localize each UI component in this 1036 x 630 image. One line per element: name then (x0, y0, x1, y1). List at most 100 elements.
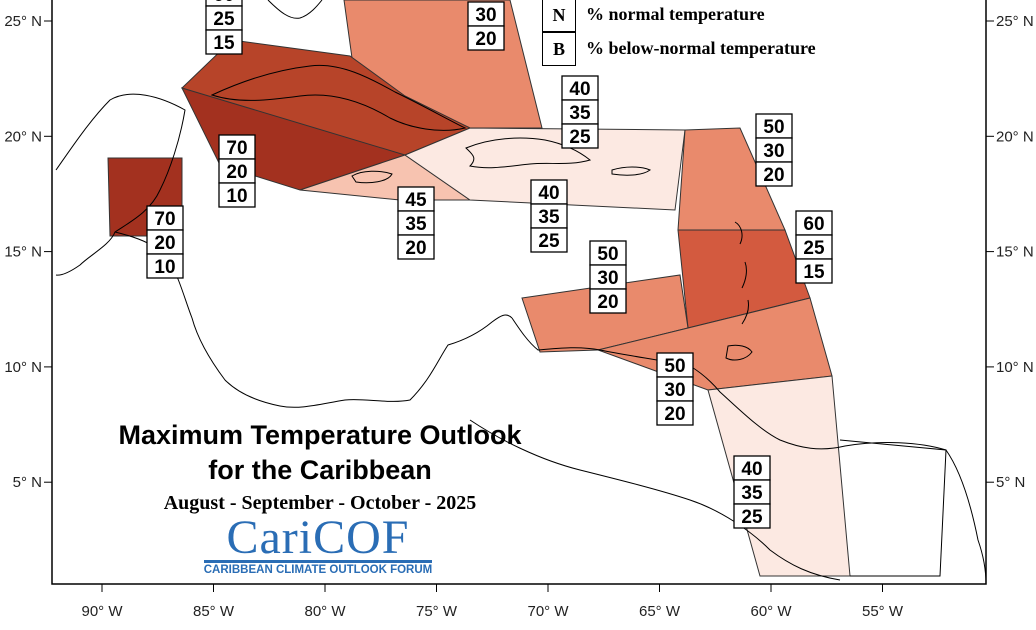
prob-cell (795, 258, 833, 284)
prob-cell (656, 400, 694, 426)
prob-cell (530, 227, 568, 253)
prob-box-guianas: 40 35 25 (733, 455, 771, 529)
longitude-ticks: 90° W 85° W 80° W 75° W 70° W 65° W 60° W 55° W (81, 584, 904, 620)
prob-cell (205, 29, 243, 55)
prob-cell (755, 161, 793, 187)
prob-box-hispaniola: 40 35 25 (530, 179, 568, 253)
prob-value: 20 (597, 292, 618, 313)
prob-value: 30 (763, 141, 784, 162)
prob-cell (561, 123, 599, 149)
prob-value: 70 (226, 138, 247, 159)
prob-box-windward-islands: 60 25 15 (795, 210, 833, 284)
lat-tick-label-right: 5° N (996, 474, 1025, 491)
prob-value: 60 (803, 214, 824, 235)
lat-tick-label-left: 20° N (4, 128, 42, 145)
legend-label-normal: % normal temperature (586, 4, 765, 24)
latitude-ticks: 25° N 25° N 20° N 20° N 15° N 15° N 10° N 10° N… (4, 13, 1033, 491)
prob-cell (530, 179, 568, 205)
lat-tick-label-right: 10° N (996, 359, 1034, 376)
prob-value: 10 (154, 257, 175, 278)
prob-cell (467, 1, 505, 27)
prob-value: 40 (741, 459, 762, 480)
probability-boxes: 3020602515702010702010453520403525403525… (146, 0, 833, 529)
prob-value: 25 (538, 231, 560, 252)
prob-value: 25 (569, 127, 591, 148)
prob-value: 40 (569, 79, 590, 100)
lon-tick-label: 65° W (639, 603, 681, 620)
map-title-line1: Maximum Temperature Outlook (118, 420, 522, 450)
prob-value: 50 (763, 117, 784, 138)
prob-cell (146, 205, 184, 231)
prob-cell (397, 210, 435, 236)
prob-cell (589, 264, 627, 290)
prob-cell (561, 75, 599, 101)
prob-cell (530, 203, 568, 229)
lon-tick-label: 70° W (527, 603, 569, 620)
prob-cell (467, 25, 505, 51)
logo-subtitle: CARIBBEAN CLIMATE OUTLOOK FORUM (203, 564, 433, 576)
prob-cell (218, 182, 256, 208)
prob-cell (755, 137, 793, 163)
region-guianas (707, 375, 851, 577)
prob-value: 20 (763, 165, 784, 186)
prob-box-trinidad-barbados: 50 30 20 (656, 352, 694, 426)
lat-tick-label-left: 5° N (13, 474, 42, 491)
map-frame (51, 0, 987, 585)
prob-value: 20 (475, 29, 496, 50)
prob-cell (146, 253, 184, 279)
logo-rule (204, 560, 432, 563)
prob-value: 35 (405, 214, 427, 235)
prob-cell (205, 5, 243, 31)
lon-tick-label: 55° W (862, 603, 904, 620)
prob-cell (755, 113, 793, 139)
prob-value: 25 (741, 507, 763, 528)
prob-cell (733, 455, 771, 481)
prob-box-northern-lesser-antilles: 50 30 20 (755, 113, 793, 187)
prob-value: 50 (597, 244, 618, 265)
prob-box-cayman-jamaica-north: 70 20 10 (218, 134, 256, 208)
prob-cell (589, 288, 627, 314)
prob-value: 20 (226, 162, 247, 183)
prob-value: 15 (803, 262, 825, 283)
caricof-logo: CariCOF CARIBBEAN CLIMATE OUTLOOK FORUM (198, 512, 438, 582)
outlook-regions (107, 0, 851, 577)
prob-cell (561, 99, 599, 125)
legend-key-below: B (542, 32, 576, 66)
prob-box-cuba-west: 60 25 15 (205, 0, 243, 55)
prob-value: 35 (569, 103, 591, 124)
map-title-line2: for the Caribbean (208, 455, 432, 485)
prob-value: 70 (154, 209, 175, 230)
coastlines (55, 0, 987, 585)
prob-value: 15 (213, 33, 235, 54)
prob-value: 10 (226, 186, 247, 207)
lon-tick-label: 60° W (750, 603, 792, 620)
prob-value: 50 (664, 356, 685, 377)
prob-cell (795, 234, 833, 260)
lon-tick-label: 85° W (193, 603, 235, 620)
legend-key-normal: N (542, 0, 576, 32)
prob-cell (733, 503, 771, 529)
lat-tick-label-right: 20° N (996, 128, 1034, 145)
prob-box-jamaica: 45 35 20 (397, 186, 435, 260)
map-period: August - September - October - 2025 (163, 492, 477, 514)
prob-value: 25 (213, 9, 235, 30)
lon-tick-label: 75° W (416, 603, 458, 620)
prob-cell (656, 376, 694, 402)
prob-box-abc-islands: 50 30 20 (589, 240, 627, 314)
prob-cell (218, 134, 256, 160)
prob-cell (795, 210, 833, 236)
prob-box-belize: 70 20 10 (146, 205, 184, 279)
prob-value: 35 (538, 207, 560, 228)
prob-cell (589, 240, 627, 266)
logo-name: CariCOF (226, 511, 410, 564)
prob-value: 60 (213, 0, 234, 6)
lat-tick-label-left: 25° N (4, 13, 42, 30)
lat-tick-label-right: 25° N (996, 13, 1034, 30)
prob-value: 25 (803, 238, 825, 259)
region-hispaniola (403, 127, 686, 211)
prob-cell (146, 229, 184, 255)
prob-value: 20 (154, 233, 175, 254)
prob-box-turks-caicos: 40 35 25 (561, 75, 599, 149)
